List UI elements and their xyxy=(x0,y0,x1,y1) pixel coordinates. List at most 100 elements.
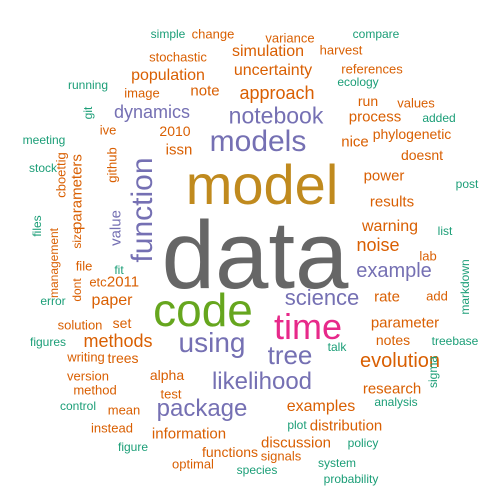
word: cboettig xyxy=(53,152,69,198)
word: etc xyxy=(89,274,107,290)
word: instead xyxy=(91,420,133,436)
word: sigma xyxy=(426,355,440,389)
word: list xyxy=(437,224,453,238)
word: notebook xyxy=(228,102,324,129)
word: parameters xyxy=(68,154,86,230)
word: discussion xyxy=(260,434,332,452)
word: doesnt xyxy=(400,147,444,163)
word: github xyxy=(104,147,120,183)
word: science xyxy=(284,285,360,310)
word: alpha xyxy=(149,367,185,383)
word: treebase xyxy=(431,334,479,348)
word: optimal xyxy=(172,456,214,472)
word: fit xyxy=(114,263,124,277)
word: analysis xyxy=(374,395,418,409)
word: stochastic xyxy=(149,49,207,65)
word: policy xyxy=(347,436,379,450)
word: phylogenetic xyxy=(372,126,452,142)
word: plot xyxy=(287,418,307,432)
word: warning xyxy=(361,218,419,235)
word: size xyxy=(70,227,84,249)
word: run xyxy=(357,93,379,109)
word: issn xyxy=(165,141,193,159)
word: distribution xyxy=(309,417,383,435)
word: references xyxy=(341,61,403,77)
word: post xyxy=(455,177,479,191)
word: ecology xyxy=(337,75,379,89)
word: parameter xyxy=(370,314,440,332)
word: note xyxy=(190,82,220,100)
word: solution xyxy=(57,317,103,333)
word: simple xyxy=(150,27,186,41)
word: values xyxy=(397,95,435,111)
word: time xyxy=(273,306,343,347)
word: management xyxy=(47,227,61,299)
word: research xyxy=(362,380,422,398)
word: signals xyxy=(260,448,302,464)
word: simulation xyxy=(231,43,305,60)
word: tree xyxy=(267,340,313,370)
word: evolution xyxy=(359,350,441,372)
word: system xyxy=(317,456,357,470)
word: species xyxy=(236,463,278,477)
word: talk xyxy=(327,340,347,354)
word: stock xyxy=(28,161,58,175)
word: 2010 xyxy=(159,123,191,139)
word: files xyxy=(30,215,44,237)
word: control xyxy=(59,399,97,413)
word: data xyxy=(161,202,349,309)
word: models xyxy=(209,125,307,158)
word: lab xyxy=(419,248,437,264)
word: rate xyxy=(374,288,400,306)
word: git xyxy=(81,106,95,120)
word: functions xyxy=(201,444,259,460)
word: added xyxy=(422,111,456,125)
word: process xyxy=(348,108,402,126)
word: version xyxy=(67,368,109,384)
word: file xyxy=(75,258,93,274)
word: model xyxy=(185,153,339,216)
word: mean xyxy=(107,402,141,418)
word: compare xyxy=(352,27,400,41)
word: running xyxy=(67,78,109,92)
word: information xyxy=(151,425,227,443)
word: error xyxy=(40,294,66,308)
word: likelihood xyxy=(211,368,313,395)
word: methods xyxy=(83,331,153,351)
word: harvest xyxy=(319,42,363,58)
word: probability xyxy=(323,472,379,486)
word: change xyxy=(191,26,235,42)
word: examples xyxy=(286,398,356,415)
word: function xyxy=(126,157,159,263)
word: set xyxy=(112,315,132,331)
word: nice xyxy=(341,133,369,151)
word: noise xyxy=(356,235,400,255)
word: image xyxy=(124,85,160,101)
word: writing xyxy=(67,349,105,365)
word: using xyxy=(178,327,246,358)
word: notes xyxy=(375,332,411,348)
word: 2011 xyxy=(106,273,140,291)
word: code xyxy=(153,284,253,336)
word: power xyxy=(363,167,405,185)
word: test xyxy=(160,386,182,402)
word: ive xyxy=(99,122,117,138)
word: approach xyxy=(239,83,315,103)
word: figures xyxy=(29,335,67,349)
word: package xyxy=(156,395,248,422)
word: results xyxy=(369,193,415,211)
word: dynamics xyxy=(113,102,191,122)
word: paper xyxy=(91,292,133,309)
word: example xyxy=(356,260,432,282)
word: value xyxy=(107,210,125,246)
word: dont xyxy=(70,278,84,302)
word: uncertainty xyxy=(233,62,313,79)
word: population xyxy=(131,67,205,84)
word: method xyxy=(73,382,117,398)
word: meeting xyxy=(22,133,66,147)
word: variance xyxy=(265,30,315,46)
word: add xyxy=(426,288,448,304)
word: markdown xyxy=(458,259,472,315)
word: trees xyxy=(107,350,139,366)
